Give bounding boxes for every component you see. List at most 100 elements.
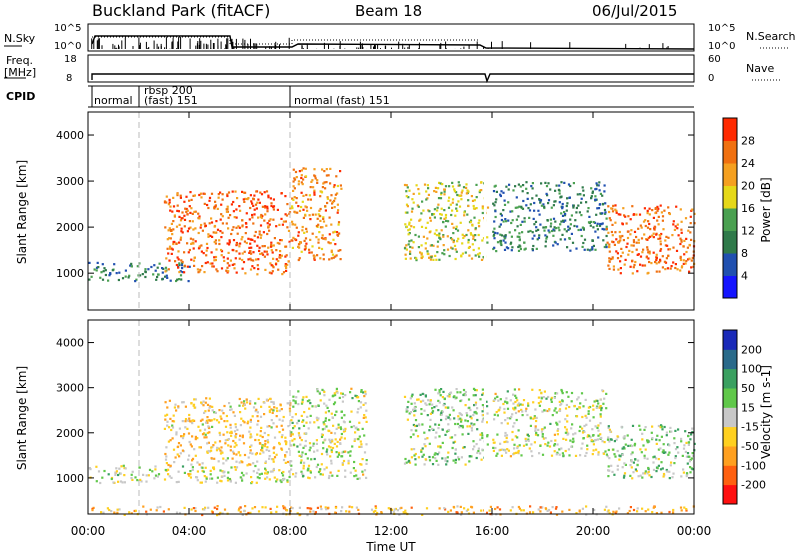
heatmap-cell [167, 468, 170, 471]
heatmap-cell [270, 202, 273, 205]
heatmap-cell [232, 411, 235, 414]
heatmap-cell [168, 475, 171, 478]
heatmap-cell [509, 399, 512, 402]
heatmap-cell [226, 257, 229, 260]
heatmap-cell [690, 238, 693, 241]
heatmap-cell [534, 427, 537, 430]
heatmap-cell [544, 443, 547, 446]
heatmap-cell [211, 265, 214, 268]
heatmap-cell [304, 245, 307, 248]
heatmap-cell [257, 397, 260, 400]
heatmap-cell [227, 227, 230, 230]
heatmap-cell [249, 436, 252, 439]
heatmap-cell [154, 269, 157, 272]
heatmap-cell [553, 226, 556, 229]
heatmap-cell [454, 448, 457, 451]
heatmap-cell [234, 441, 237, 445]
heatmap-cell [518, 239, 521, 242]
heatmap-cell [605, 453, 608, 456]
heatmap-cell [666, 244, 669, 247]
heatmap-cell [660, 461, 663, 464]
heatmap-cell [668, 444, 671, 447]
heatmap-cell [520, 205, 523, 208]
heatmap-cell [642, 472, 645, 475]
heatmap-cell [650, 262, 653, 265]
heatmap-cell [504, 241, 507, 244]
heatmap-cell [251, 213, 254, 217]
heatmap-cell [528, 511, 532, 514]
heatmap-cell [468, 455, 471, 458]
nsky-tick-top: 10^5 [54, 23, 81, 34]
heatmap-cell [256, 201, 259, 204]
heatmap-cell [577, 228, 580, 232]
heatmap-cell [677, 234, 680, 237]
heatmap-cell [531, 248, 534, 251]
y-tick-label: 3000 [56, 175, 84, 188]
heatmap-cell [582, 241, 585, 245]
heatmap-cell [577, 396, 580, 399]
heatmap-cell [175, 431, 178, 434]
heatmap-cell [461, 424, 464, 428]
heatmap-cell [597, 402, 600, 405]
heatmap-cell [597, 453, 600, 456]
heatmap-cell [435, 190, 438, 193]
heatmap-cell [88, 278, 91, 281]
heatmap-cell [685, 509, 688, 512]
heatmap-cell [235, 216, 238, 219]
heatmap-cell [624, 258, 627, 261]
heatmap-cell [292, 189, 295, 192]
heatmap-cell [506, 402, 509, 405]
heatmap-cell [139, 478, 142, 481]
heatmap-cell [486, 434, 489, 437]
heatmap-cell [641, 251, 644, 254]
heatmap-cell [421, 255, 424, 258]
heatmap-cell [227, 216, 230, 219]
heatmap-cell [631, 250, 634, 254]
heatmap-cell [188, 413, 191, 417]
heatmap-cell [213, 506, 216, 509]
heatmap-cell [500, 218, 503, 222]
heatmap-cell [447, 510, 450, 513]
heatmap-cell [235, 208, 238, 211]
heatmap-cell [302, 446, 305, 449]
heatmap-cell [419, 400, 423, 403]
heatmap-cell [163, 478, 167, 481]
heatmap-cell [270, 249, 273, 252]
heatmap-cell [531, 454, 534, 458]
heatmap-cell [264, 206, 267, 209]
heatmap-cell [623, 474, 626, 477]
heatmap-cell [435, 459, 438, 462]
heatmap-cell [652, 232, 655, 235]
heatmap-cell [564, 219, 567, 222]
heatmap-cell [221, 451, 224, 454]
heatmap-cell [457, 194, 460, 197]
heatmap-cell [410, 218, 413, 221]
x-tick-label: 08:00 [273, 524, 308, 538]
nsky-strip: N.Sky 10^5 10^0 10^5 10^0 N.Search [4, 23, 796, 52]
heatmap-cell [680, 240, 683, 243]
heatmap-cell [261, 506, 264, 509]
cpid-strip: CPID normal rbsp 200 (fast) 151 normal (… [6, 84, 694, 108]
heatmap-cell [617, 268, 620, 271]
colorbar-tick-label: 8 [741, 247, 748, 260]
heatmap-cell [307, 198, 310, 201]
heatmap-cell [667, 206, 670, 209]
heatmap-cell [440, 388, 443, 391]
heatmap-cell [467, 229, 470, 232]
x-tick-label: 04:00 [172, 524, 207, 538]
heatmap-cell [400, 506, 403, 509]
heatmap-cell [300, 402, 304, 405]
heatmap-cell [555, 227, 558, 230]
heatmap-cell [317, 213, 320, 216]
heatmap-cell [541, 453, 545, 456]
heatmap-cell [336, 455, 339, 458]
heatmap-cell [477, 447, 480, 450]
heatmap-cell [270, 272, 273, 275]
heatmap-cell [601, 227, 604, 231]
heatmap-cell [211, 425, 214, 428]
heatmap-cell [176, 194, 179, 197]
heatmap-cell [256, 423, 259, 426]
heatmap-cell [297, 390, 300, 393]
heatmap-cell [593, 400, 596, 403]
heatmap-cell [238, 507, 241, 510]
